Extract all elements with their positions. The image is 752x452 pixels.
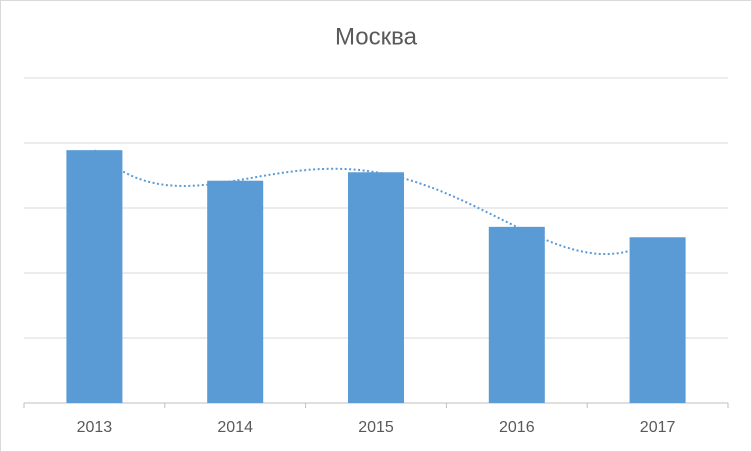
- x-tick-label: 2014: [217, 419, 253, 436]
- bar: [488, 226, 545, 403]
- x-tick-label: 2015: [358, 419, 394, 436]
- x-tick-label: 2013: [77, 419, 113, 436]
- chart-title: Москва: [335, 23, 418, 50]
- bar: [66, 150, 123, 403]
- bar: [348, 172, 404, 403]
- x-tick-label: 2016: [499, 419, 535, 436]
- x-tick-label: 2017: [640, 419, 676, 436]
- bar: [629, 237, 686, 403]
- trend-line: [93, 149, 659, 256]
- bar: [207, 180, 264, 403]
